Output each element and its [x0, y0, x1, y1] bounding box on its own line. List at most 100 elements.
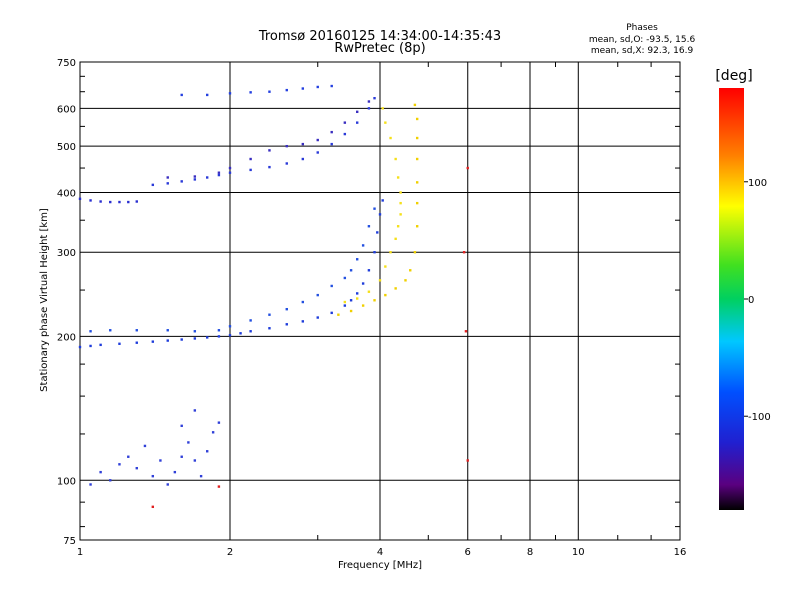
data-point [193, 175, 197, 178]
data-point [330, 130, 333, 134]
data-point [343, 121, 347, 124]
data-point [349, 269, 353, 272]
y-tick-label: 500 [57, 142, 76, 153]
data-point [217, 173, 221, 177]
data-point [330, 311, 333, 315]
data-series [151, 96, 376, 187]
data-point [301, 87, 305, 90]
data-point [109, 200, 112, 204]
data-point [367, 107, 371, 110]
data-point [118, 200, 121, 204]
data-point [413, 103, 417, 107]
data-point [228, 171, 232, 174]
data-point [143, 444, 147, 448]
x-tick-label: 6 [465, 547, 471, 558]
data-point [285, 144, 288, 148]
data-point [89, 344, 92, 348]
data-point [205, 176, 209, 179]
data-series [78, 197, 138, 204]
data-point [199, 474, 203, 478]
data-point [349, 299, 353, 302]
data-point [193, 178, 197, 181]
data-series [89, 207, 376, 333]
data-point [249, 168, 252, 172]
data-point [166, 182, 169, 185]
data-point [330, 84, 333, 88]
data-point [367, 269, 371, 272]
data-point [151, 474, 155, 478]
data-point [159, 459, 162, 462]
data-point [193, 337, 197, 340]
colorbar-tick-label: 0 [748, 295, 754, 306]
data-point [228, 334, 232, 337]
data-point [118, 342, 121, 345]
data-point [217, 171, 221, 174]
data-point [381, 199, 384, 202]
data-point [373, 207, 376, 210]
data-point [180, 455, 183, 458]
data-point [399, 213, 402, 216]
data-point [217, 421, 221, 424]
data-point [394, 237, 397, 241]
data-point [151, 340, 155, 343]
data-point [367, 225, 371, 228]
y-tick-label: 600 [57, 104, 76, 115]
y-tick-label: 400 [57, 188, 76, 199]
data-point [349, 309, 353, 313]
data-point [109, 479, 112, 482]
data-point [464, 330, 468, 333]
data-point [399, 191, 402, 194]
data-series [151, 166, 469, 509]
data-point [205, 93, 209, 97]
data-point [135, 341, 138, 344]
data-point [217, 335, 221, 338]
data-point [193, 459, 197, 462]
data-point [127, 455, 130, 458]
data-point [173, 470, 177, 474]
data-point [268, 90, 271, 93]
data-point [217, 485, 221, 488]
data-point [396, 225, 400, 228]
data-point [89, 330, 92, 333]
data-point [285, 323, 288, 326]
data-point [343, 276, 347, 280]
data-point [135, 200, 138, 203]
data-point [127, 200, 130, 204]
data-point [193, 330, 197, 333]
data-point [249, 157, 252, 161]
stats-line-x: mean, sd,X: 92.3, 16.9 [591, 46, 694, 56]
data-point [415, 117, 419, 121]
data-point [268, 149, 271, 152]
data-point [415, 157, 419, 161]
data-point [205, 450, 209, 453]
data-point [135, 466, 138, 470]
data-point [415, 225, 419, 228]
data-point [409, 269, 412, 272]
data-point [466, 166, 469, 170]
x-tick-label: 2 [227, 547, 233, 558]
data-point [355, 258, 359, 261]
data-point [355, 297, 359, 300]
y-tick-label: 200 [57, 332, 76, 343]
data-point [228, 166, 232, 170]
data-point [301, 157, 305, 161]
data-point [316, 138, 319, 142]
y-tick-label: 750 [57, 58, 76, 69]
data-series [180, 84, 333, 97]
data-point [268, 313, 271, 316]
data-point [249, 91, 252, 94]
data-point [99, 200, 102, 203]
data-point [135, 329, 138, 332]
data-point [151, 505, 155, 509]
data-point [355, 121, 359, 124]
data-point [384, 121, 387, 124]
data-point [378, 279, 382, 282]
data-point [394, 287, 397, 290]
data-point [316, 293, 319, 297]
data-point [413, 251, 417, 254]
data-point [330, 284, 333, 288]
x-tick-label: 10 [572, 547, 585, 558]
data-point [384, 293, 387, 297]
data-point [316, 316, 319, 319]
